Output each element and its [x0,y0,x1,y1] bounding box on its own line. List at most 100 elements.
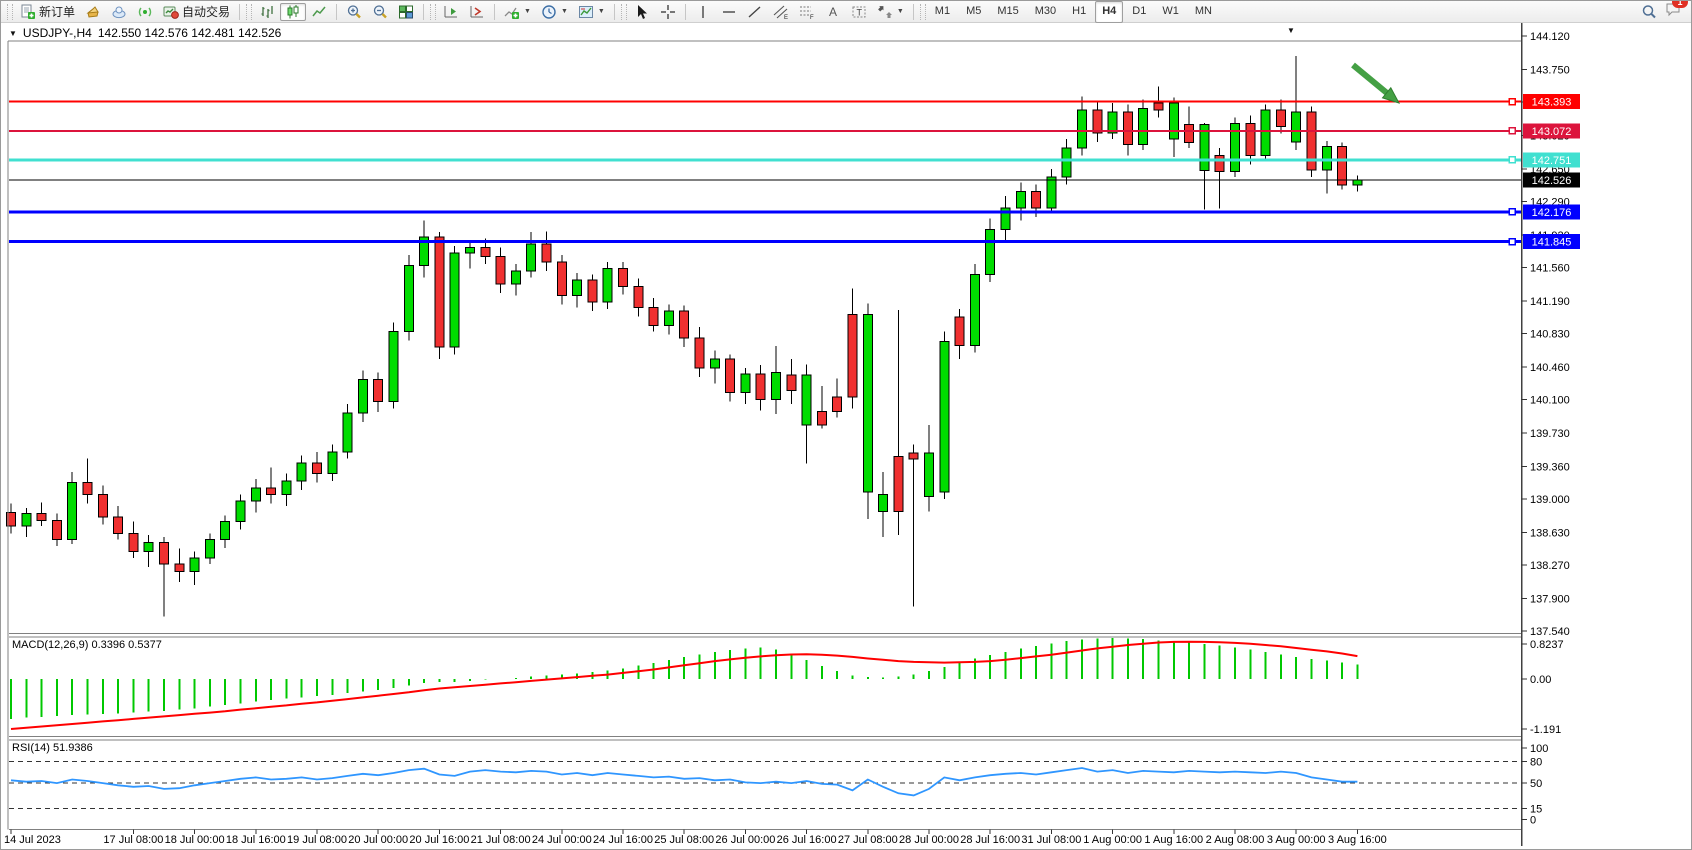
price-tag-143.072: 143.072 [1523,123,1580,139]
svg-text:138.270: 138.270 [1530,560,1570,572]
new-order-label: 新订单 [39,5,76,19]
svg-text:143.750: 143.750 [1530,64,1570,76]
text-icon: A [829,5,837,19]
timeframe-m5[interactable]: M5 [966,4,982,17]
svg-text:2 Aug 08:00: 2 Aug 08:00 [1206,834,1265,846]
svg-text:139.730: 139.730 [1530,428,1570,440]
line-handle[interactable] [1508,156,1516,164]
svg-text:0: 0 [1530,814,1536,826]
timeframe-m1[interactable]: M1 [934,4,951,17]
autotrading-icon [163,6,179,19]
templates-icon [578,5,593,18]
toolbar-gripper [7,3,13,20]
search-icon[interactable] [1641,4,1657,20]
separator [336,3,338,20]
chevron-down-icon: ▼ [896,8,904,15]
svg-text:T: T [856,7,862,17]
timeframe-toolbar: M1 M5 M15 M30 H1 H4 D1 W1 MN [928,1,1219,23]
vertical-line-icon [702,5,704,18]
channel-button[interactable]: E [768,3,794,21]
notifications-button[interactable]: 1 [1665,1,1688,22]
market-watch-icon [86,5,99,18]
timeframe-w1[interactable]: W1 [1162,4,1179,17]
svg-text:28 Jul 00:00: 28 Jul 00:00 [899,834,959,846]
line-chart-button[interactable] [306,3,332,21]
horizontal-line-button[interactable] [716,3,742,21]
candlestick-chart-button[interactable] [280,2,307,21]
text-button[interactable]: A [820,3,846,21]
macd-signal-line [10,640,1358,730]
svg-text:144.120: 144.120 [1530,31,1570,43]
svg-text:139.000: 139.000 [1530,494,1570,506]
chart-canvas[interactable]: 144.120143.750143.390143.020142.650142.2… [1,23,1692,850]
zoom-in-button[interactable] [341,3,367,21]
chevron-down-icon: ▼ [597,8,605,15]
svg-text:139.360: 139.360 [1530,461,1570,473]
timeframe-m15[interactable]: M15 [997,4,1019,17]
timeframe-h4[interactable]: H4 [1095,1,1124,23]
separator [494,3,496,20]
svg-text:50: 50 [1530,778,1542,790]
text-label-icon: T [852,6,866,17]
svg-text:27 Jul 08:00: 27 Jul 08:00 [838,834,898,846]
periods-icon [542,4,556,19]
cursor-button[interactable] [629,3,655,21]
trendline-icon [748,5,761,18]
auto-scroll-button[interactable] [438,3,464,21]
tile-windows-icon [399,5,414,18]
svg-text:137.900: 137.900 [1530,593,1570,605]
fibonacci-icon: F [799,6,814,20]
chart-stage[interactable]: 144.120143.750143.390143.020142.650142.2… [1,23,1692,850]
arrows-icon [877,5,892,18]
line-handle[interactable] [1508,97,1516,106]
channel-icon: E [773,5,788,20]
price-tag-143.393: 143.393 [1523,94,1580,110]
autotrading-button[interactable]: 自动交易 [158,3,235,21]
svg-text:0.8237: 0.8237 [1530,639,1564,651]
indicators-button[interactable]: ▼ [499,3,536,21]
horizontal-line-icon [722,10,735,13]
separator [613,3,615,20]
arrows-button[interactable]: ▼ [872,3,909,21]
profile-icon [112,6,126,18]
text-label-button[interactable]: T [846,3,872,21]
periods-button[interactable]: ▼ [536,3,573,21]
timeframe-d1[interactable]: D1 [1132,4,1147,17]
svg-text:18 Jul 16:00: 18 Jul 16:00 [226,834,286,846]
fibonacci-button[interactable]: F [794,3,820,21]
chart-shift-button[interactable] [464,3,490,21]
vertical-line-button[interactable] [690,3,716,21]
toolbar-gripper [919,3,926,20]
tile-windows-button[interactable] [393,3,419,21]
svg-text:138.630: 138.630 [1530,527,1570,539]
line-handle[interactable] [1508,237,1516,246]
time-axis[interactable]: 14 Jul 2023 17 Jul 08:00 18 Jul 00:00 18 Ju… [4,829,1387,847]
line-handle[interactable] [1508,208,1516,216]
svg-text:25 Jul 08:00: 25 Jul 08:00 [654,834,714,846]
svg-text:28 Jul 16:00: 28 Jul 16:00 [960,834,1020,846]
signals-button[interactable] [132,3,158,21]
timeframe-mn[interactable]: MN [1194,4,1212,17]
zoom-out-button[interactable] [367,3,393,21]
svg-text:143.393: 143.393 [1532,97,1572,109]
candles-layer [6,55,1363,617]
arrow-annotation[interactable] [1351,62,1401,104]
market-watch-button[interactable] [80,3,106,21]
trendline-button[interactable] [742,3,768,21]
svg-text:14 Jul 2023: 14 Jul 2023 [4,834,61,846]
timeframe-m30[interactable]: M30 [1034,4,1057,17]
templates-button[interactable]: ▼ [573,3,610,21]
profile-button[interactable] [106,3,132,21]
svg-text:-1.191: -1.191 [1530,724,1561,736]
svg-text:24 Jul 00:00: 24 Jul 00:00 [532,834,592,846]
separator [423,3,425,20]
line-handle[interactable] [1508,127,1516,135]
rsi-line [10,767,1358,797]
indicators-icon [504,7,520,19]
timeframe-h1[interactable]: H1 [1072,4,1087,17]
cursor-icon [637,4,647,19]
bar-chart-button[interactable] [254,3,280,21]
new-order-button[interactable]: 新订单 [15,3,80,21]
crosshair-button[interactable] [655,3,681,21]
